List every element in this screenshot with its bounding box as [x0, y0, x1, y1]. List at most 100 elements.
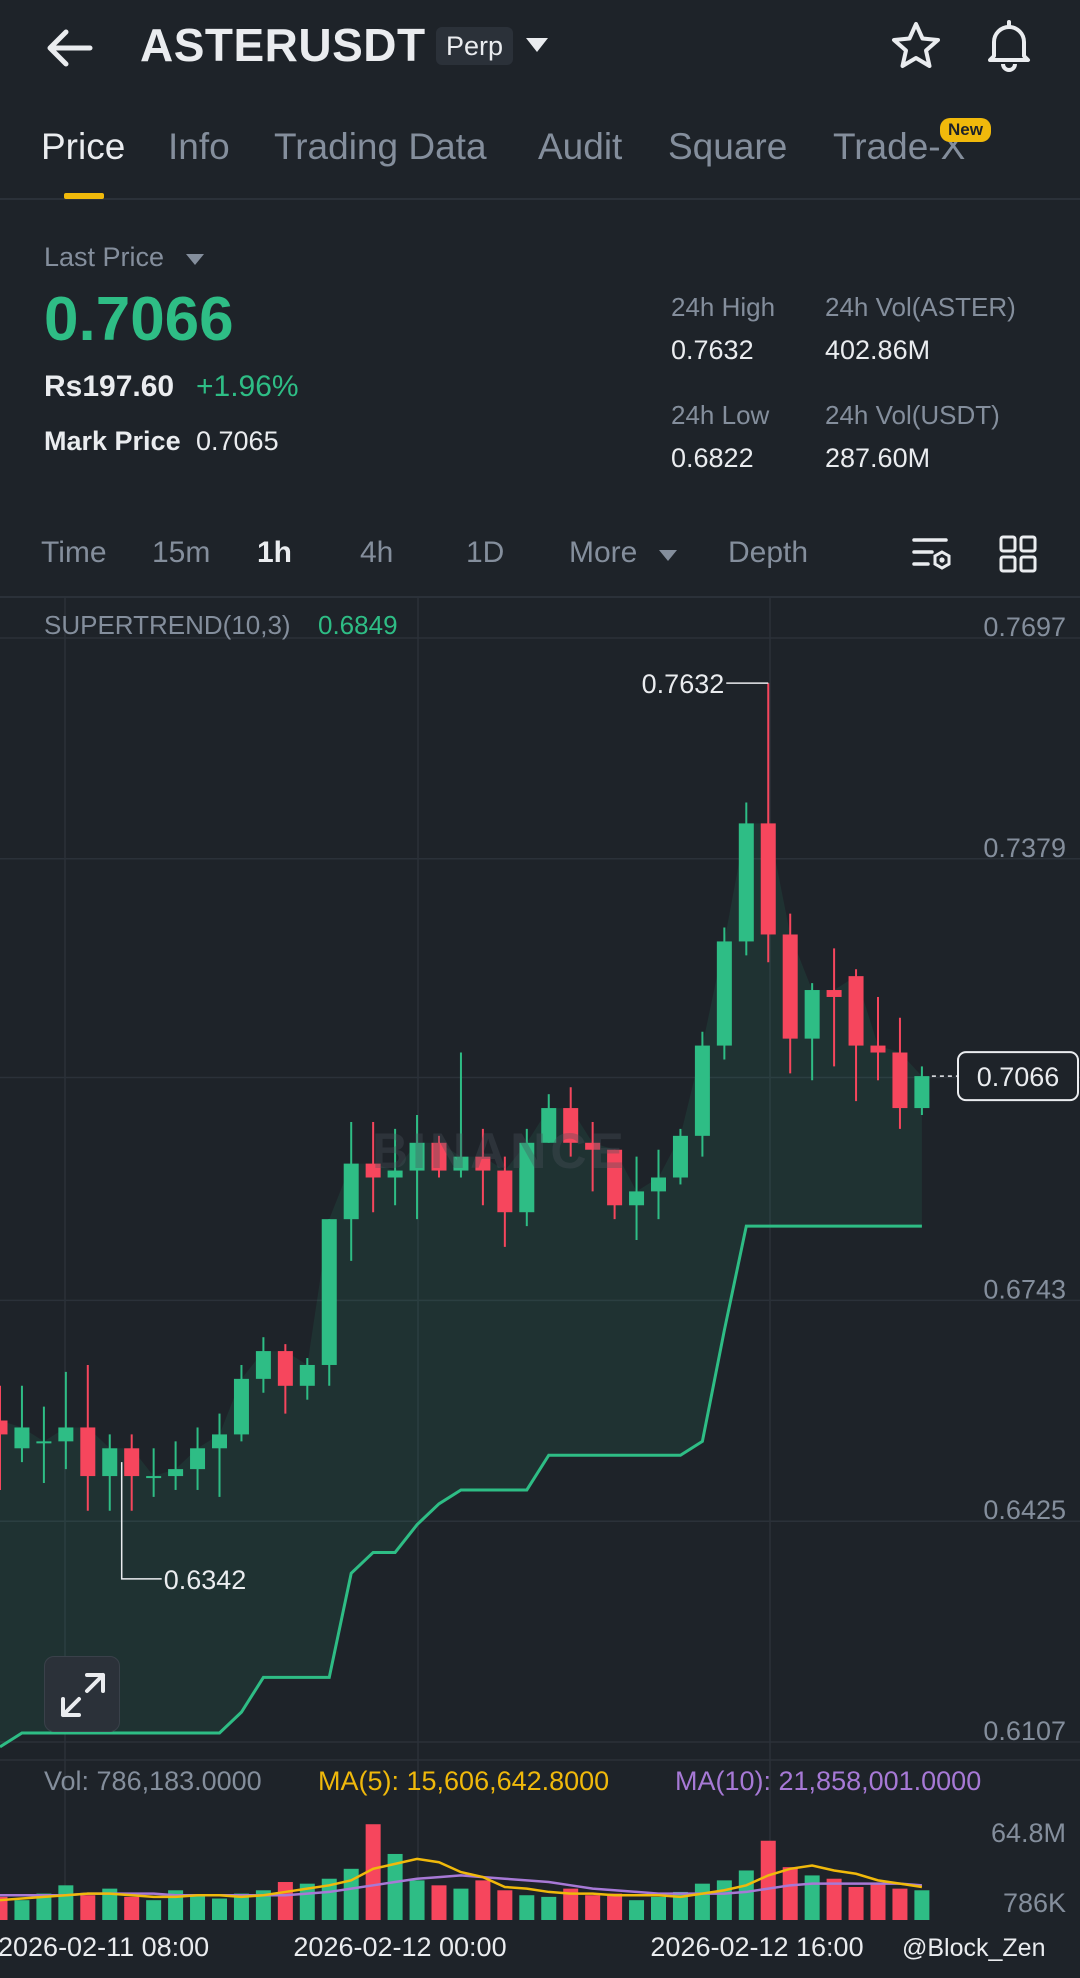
low-annotation: 0.6342	[164, 1565, 247, 1595]
tab-audit[interactable]: Audit	[538, 126, 623, 167]
interval-1h[interactable]: 1h	[257, 536, 293, 569]
candle-up	[14, 1427, 30, 1449]
price-axis-label: 0.6743	[983, 1274, 1066, 1304]
volume-bar	[124, 1896, 140, 1920]
candle-up	[168, 1469, 184, 1477]
chevron-down-icon[interactable]	[522, 30, 552, 60]
credit-text: @Block_Zen	[902, 1934, 1046, 1962]
interval-time[interactable]: Time	[41, 536, 107, 569]
local-price-value: Rs197.60	[44, 370, 175, 403]
candle-up	[453, 1156, 469, 1171]
volume-label: Vol: 786,183.0000	[44, 1766, 262, 1796]
volume-bar	[694, 1883, 710, 1920]
low-annotation-line	[120, 1462, 162, 1580]
mark-price-value: 0.7065	[196, 426, 279, 456]
interval-depth[interactable]: Depth	[728, 536, 809, 569]
candle-up	[321, 1219, 337, 1365]
volume-bar	[672, 1891, 688, 1920]
candle-up	[387, 1170, 403, 1178]
supertrend-line	[0, 1224, 922, 1749]
candle-up	[212, 1434, 227, 1449]
volume-bar	[607, 1893, 623, 1920]
volume-bar	[0, 1896, 8, 1920]
volume-bar	[409, 1880, 425, 1920]
candle-down	[760, 823, 776, 935]
volume-bar	[848, 1886, 864, 1920]
price-axis-label: 0.7379	[983, 833, 1066, 863]
caret-down-icon[interactable]	[184, 250, 206, 268]
candle-down	[848, 976, 864, 1046]
candle-up	[716, 941, 732, 1046]
interval-4h[interactable]: 4h	[360, 536, 394, 569]
price-axis-label: 0.6425	[983, 1495, 1066, 1525]
candle-up	[541, 1108, 557, 1143]
interval-15m[interactable]: 15m	[152, 536, 211, 569]
candle-up	[409, 1142, 425, 1171]
last-price-label[interactable]: Last Price	[44, 242, 165, 272]
divider	[0, 596, 1080, 598]
price-chart[interactable]: 0.76970.73790.70640.67430.64250.61070.76…	[0, 598, 1080, 1978]
tab-square[interactable]: Square	[668, 126, 788, 167]
candle-down	[431, 1142, 447, 1171]
candle-up	[146, 1476, 162, 1479]
ma5-line	[0, 1857, 923, 1902]
interval-more[interactable]: More	[569, 536, 638, 569]
candle-up	[343, 1163, 359, 1220]
volume-bar	[321, 1878, 337, 1920]
candle-up	[672, 1135, 688, 1178]
expand-icon	[61, 1673, 105, 1717]
low-24h-label: 24h Low	[671, 400, 770, 430]
candle-down	[277, 1351, 293, 1386]
candle-down	[365, 1163, 381, 1178]
candle-up	[629, 1191, 645, 1206]
supertrend-indicator-value: 0.6849	[318, 610, 398, 640]
volume-bar	[146, 1900, 162, 1920]
volume-bar	[212, 1898, 227, 1920]
volume-bar	[453, 1888, 469, 1920]
caret-down-icon[interactable]	[658, 547, 678, 563]
volume-bar	[190, 1895, 206, 1920]
candle-down	[585, 1142, 601, 1150]
tab-trading-data[interactable]: Trading Data	[274, 126, 487, 167]
volume-bar	[782, 1867, 798, 1920]
x-axis-label: 2026-02-12 00:00	[293, 1932, 506, 1962]
volume-bar	[365, 1824, 381, 1920]
candle-up	[233, 1378, 249, 1435]
high-24h-value: 0.7632	[671, 335, 754, 365]
tab-price[interactable]: Price	[41, 126, 126, 167]
mark-price-label: Mark Price	[44, 426, 181, 456]
volume-bar	[497, 1890, 513, 1920]
vol-base-24h-value: 402.86M	[825, 335, 931, 365]
candle-down	[80, 1427, 96, 1477]
volume-bar	[870, 1883, 886, 1920]
volume-bar	[387, 1853, 403, 1920]
tab-info[interactable]: Info	[168, 126, 230, 167]
volume-bar	[36, 1893, 52, 1920]
high-annotation: 0.7632	[642, 669, 725, 699]
volume-bar	[58, 1885, 74, 1920]
bell-icon[interactable]	[980, 16, 1038, 74]
star-icon[interactable]	[888, 18, 944, 74]
symbol-title[interactable]: ASTERUSDT	[140, 19, 426, 71]
volume-bar	[804, 1875, 820, 1920]
chart-settings-icon[interactable]	[910, 532, 954, 576]
new-badge: New	[940, 118, 991, 142]
candle-down	[497, 1170, 513, 1213]
volume-bar	[80, 1895, 96, 1920]
volume-bar	[826, 1878, 842, 1920]
candle-down	[782, 934, 798, 1039]
layout-grid-icon[interactable]	[998, 534, 1038, 574]
back-arrow-icon[interactable]	[40, 20, 100, 76]
candle-up	[299, 1364, 315, 1386]
last-price-value: 0.7066	[44, 285, 234, 354]
tab-bar: Price Info Trading Data Audit Square Tra…	[0, 120, 1080, 200]
volume-bar	[629, 1900, 645, 1920]
fullscreen-button[interactable]	[44, 1656, 120, 1732]
candle-up	[519, 1142, 535, 1213]
volume-bar	[651, 1896, 666, 1920]
interval-1d[interactable]: 1D	[466, 536, 505, 569]
volume-bar	[255, 1890, 271, 1920]
candle-down	[870, 1045, 886, 1053]
price-axis-label: 0.6107	[983, 1716, 1066, 1746]
contract-type-badge: Perp	[436, 27, 514, 65]
